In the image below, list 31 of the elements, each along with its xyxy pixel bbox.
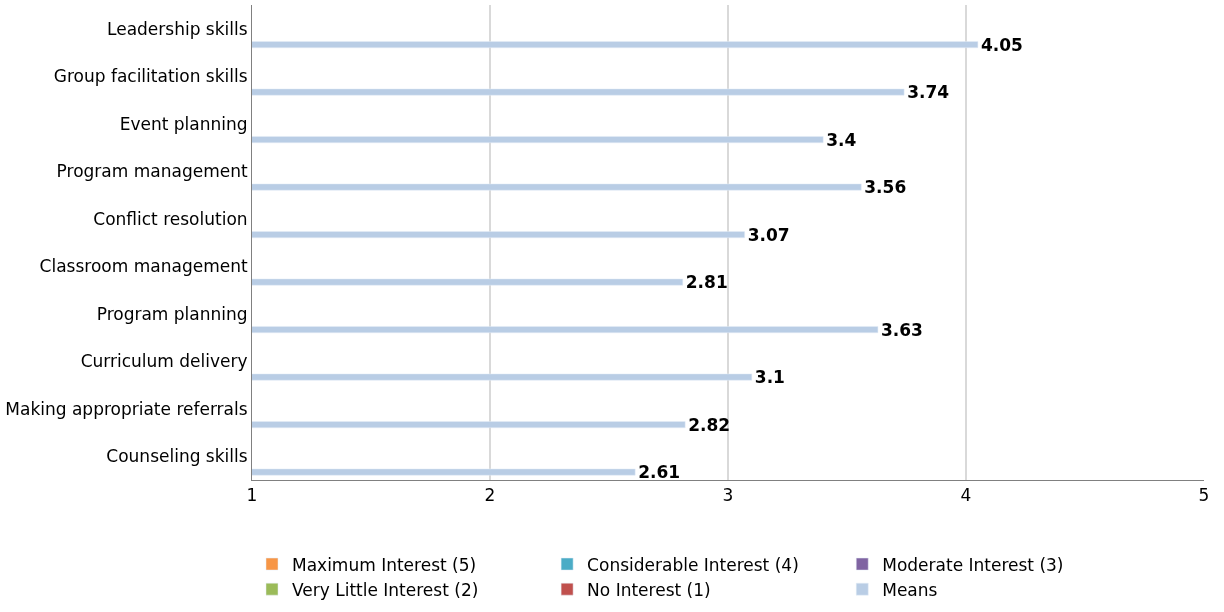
y-tick-label: Leadership skills xyxy=(107,18,248,39)
data-label: 3.63 xyxy=(880,319,923,340)
y-tick-label: Making appropriate referrals xyxy=(5,398,248,419)
legend-label: Means xyxy=(882,579,938,600)
data-label: 3.07 xyxy=(747,224,790,245)
data-label: 4.05 xyxy=(980,34,1023,55)
data-label: 3.56 xyxy=(864,177,907,198)
data-label: 3.74 xyxy=(907,82,950,103)
legend-label: Maximum Interest (5) xyxy=(292,554,477,575)
y-tick-label: Program planning xyxy=(96,303,248,324)
y-tick-label: Event planning xyxy=(119,113,248,134)
y-tick-label: Program management xyxy=(56,161,248,182)
legend-label: No Interest (1) xyxy=(587,579,711,600)
legend-label: Moderate Interest (3) xyxy=(882,554,1064,575)
legend-label: Considerable Interest (4) xyxy=(587,554,799,575)
x-tick-label: 5 xyxy=(1198,485,1210,506)
data-label: 2.81 xyxy=(685,272,728,293)
legend-label: Very Little Interest (2) xyxy=(292,579,479,600)
data-label: 2.61 xyxy=(638,462,681,483)
data-label: 3.1 xyxy=(754,367,785,388)
data-label: 3.4 xyxy=(826,129,857,150)
x-tick-label: 2 xyxy=(484,485,496,506)
x-tick-label: 4 xyxy=(960,485,972,506)
y-tick-label: Conflict resolution xyxy=(93,208,248,229)
y-tick-label: Counseling skills xyxy=(106,446,248,467)
y-tick-label: Curriculum delivery xyxy=(80,351,248,372)
x-tick-label: 3 xyxy=(722,485,734,506)
x-tick-label: 1 xyxy=(246,485,258,506)
y-tick-label: Classroom management xyxy=(39,256,248,277)
y-tick-label: Group facilitation skills xyxy=(53,66,248,87)
data-label: 2.82 xyxy=(688,414,731,435)
